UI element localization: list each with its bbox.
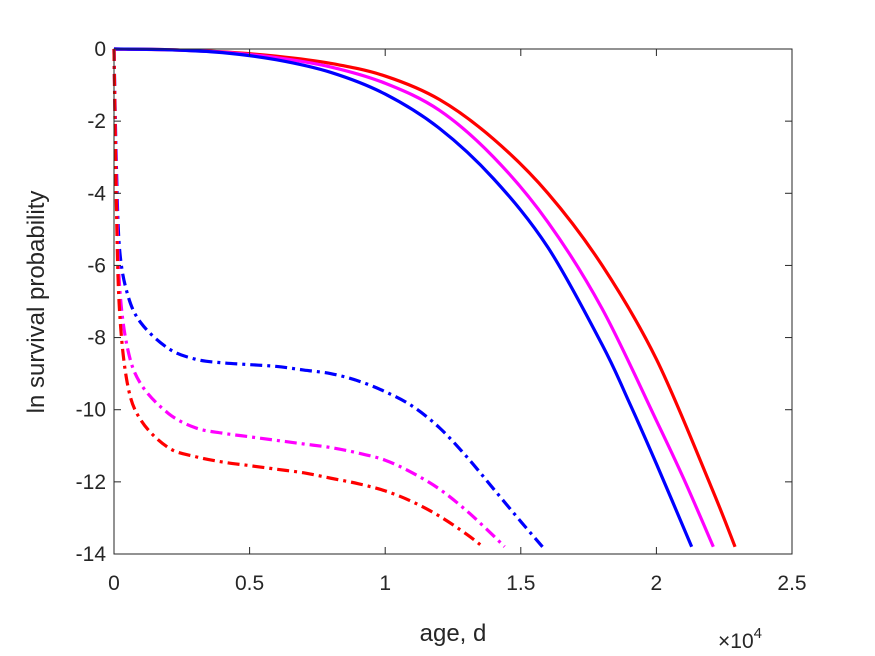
y-tick-label: 0 (94, 38, 106, 61)
x-tick-label: 2 (651, 572, 663, 595)
series-line-5 (112, 48, 506, 548)
y-tick-label: -10 (76, 399, 106, 422)
y-tick-label: -4 (87, 182, 106, 205)
y-axis-label: ln survival probability (23, 191, 50, 414)
series-line-4 (112, 48, 544, 548)
x-tick-label: 1.5 (506, 572, 535, 595)
series-group (112, 47, 737, 549)
x-tick-label: 2.5 (777, 572, 806, 595)
x-exponent-power: 4 (754, 625, 762, 642)
x-tick-label: 0 (108, 572, 120, 595)
y-tick-label: -8 (87, 327, 106, 350)
series-line-6 (112, 48, 484, 549)
y-tick-label: -6 (87, 254, 106, 277)
axes-box (113, 48, 793, 555)
x-tick-label: 1 (379, 572, 391, 595)
ticks-group: 0 0.5 1 1.5 2 2.5 0 -2 -4 -6 -8 -10 -12 -14 (76, 38, 807, 595)
y-tick-label: -2 (87, 110, 106, 133)
plot-area (114, 49, 792, 554)
series-line-3 (113, 47, 694, 548)
x-exponent-base: ×10 (718, 630, 754, 653)
y-tick-label: -14 (76, 543, 107, 566)
x-axis-label: age, d (420, 620, 487, 647)
x-exponent-label: ×104 (718, 625, 762, 653)
y-tick-label: -12 (76, 471, 106, 494)
x-tick-label: 0.5 (235, 572, 264, 595)
